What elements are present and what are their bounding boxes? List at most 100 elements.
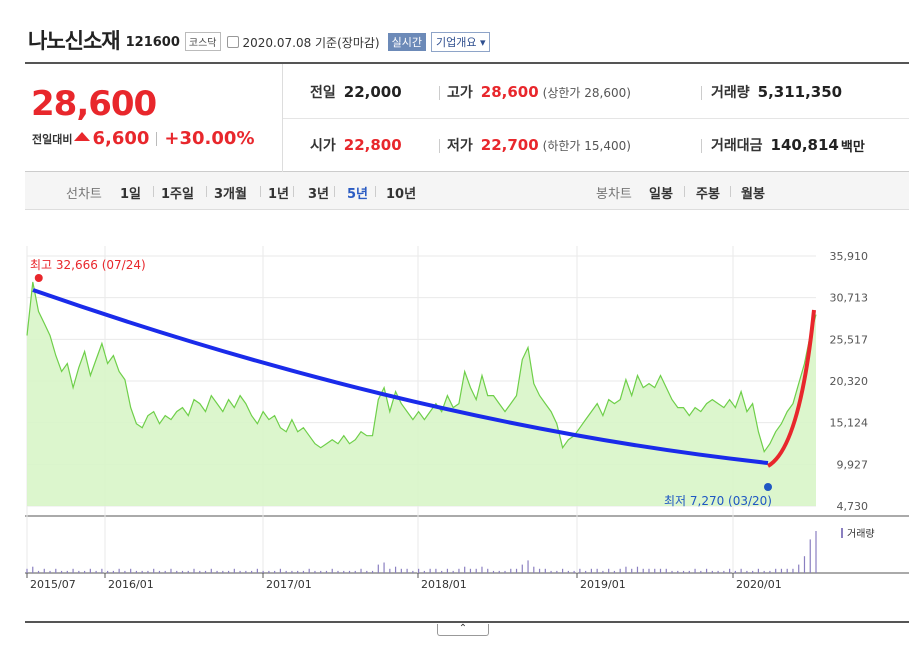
price-chart[interactable]: 35,910 30,713 25,517 20,320 15,124 9,927 4,730… xyxy=(0,210,909,620)
volume-bar xyxy=(251,570,253,573)
volume-bar xyxy=(625,566,627,573)
volume-bar xyxy=(757,568,760,573)
volume-legend: 거래량 xyxy=(847,528,875,540)
tab-candle-chart[interactable]: 봉차트 xyxy=(596,187,632,202)
high-point xyxy=(34,274,43,282)
volume-bar xyxy=(636,566,639,573)
tab-candle-day[interactable]: 일봉 xyxy=(649,187,673,202)
tab-period-1d[interactable]: 1일 xyxy=(120,187,142,202)
volume-bar xyxy=(222,570,224,573)
volume-bar xyxy=(360,568,362,573)
volume-bar xyxy=(418,568,420,573)
corp-overview-dropdown[interactable]: 기업개요 ▾ xyxy=(430,31,491,52)
volume-bar xyxy=(481,566,483,573)
collapse-chart-button[interactable]: ⌃ xyxy=(437,624,489,636)
volume-bar xyxy=(527,560,529,573)
volume-bar xyxy=(740,568,742,573)
volume-bar xyxy=(469,568,472,573)
volume-bar xyxy=(302,570,305,573)
volume-bar xyxy=(780,568,783,573)
volume-bar xyxy=(573,570,575,573)
volume-bar xyxy=(176,570,178,573)
volume-bar xyxy=(619,568,621,573)
volume-bar xyxy=(55,568,57,573)
volume-bar xyxy=(458,568,460,573)
high-annotation: 최고 32,666 (07/24) xyxy=(30,258,146,272)
volume-bar xyxy=(343,570,345,573)
volume-bar xyxy=(538,568,541,573)
volume-bar xyxy=(147,570,149,573)
tab-candle-week[interactable]: 주봉 xyxy=(696,187,720,202)
price-chart-svg: 35,910 30,713 25,517 20,320 15,124 9,927 4,730… xyxy=(25,246,909,591)
volume-bar xyxy=(135,570,138,573)
volume-bar xyxy=(521,564,523,573)
volume-bar xyxy=(498,570,500,573)
volume-bar xyxy=(786,568,788,573)
change-label: 전일대비 xyxy=(32,132,73,146)
tab-period-3m[interactable]: 3개월 xyxy=(214,187,247,202)
volume-bar xyxy=(314,570,316,573)
volume-bar xyxy=(331,568,333,573)
volume-bar xyxy=(239,570,241,573)
volume-bar xyxy=(199,570,201,573)
realtime-button[interactable]: 실시간 xyxy=(387,32,426,51)
low-annotation: 최저 7,270 (03/20) xyxy=(664,494,772,508)
volume-bar xyxy=(671,570,673,573)
volume-bar xyxy=(792,568,794,573)
tab-line-chart[interactable]: 선차트 xyxy=(66,187,102,202)
volume-bar xyxy=(441,570,443,573)
volume-bar xyxy=(734,570,736,573)
volume-bar xyxy=(412,570,414,573)
volume-bar xyxy=(227,570,230,573)
volume-bar xyxy=(37,570,40,573)
volume-bar xyxy=(216,570,218,573)
y-tick-label: 30,713 xyxy=(830,292,869,305)
volume-bar xyxy=(475,568,477,573)
volume-bar xyxy=(544,568,546,573)
volume-bar xyxy=(78,570,80,573)
volume-bar xyxy=(112,570,114,573)
volume-bar xyxy=(682,570,685,573)
tab-period-5y[interactable]: 5년 xyxy=(347,187,369,202)
volume-bar xyxy=(383,562,385,573)
volume-bar xyxy=(654,568,656,573)
change-value: 6,600 xyxy=(92,128,150,149)
volume-bar xyxy=(798,564,800,573)
volume-bar xyxy=(268,570,270,573)
volume-bar xyxy=(567,570,569,573)
volume-bar xyxy=(118,568,120,573)
low-point xyxy=(764,483,772,491)
volume-bar xyxy=(769,570,771,573)
up-arrow-icon xyxy=(74,132,91,141)
volume-bar xyxy=(504,570,506,573)
tab-period-10y[interactable]: 10년 xyxy=(386,187,417,202)
volume-bar xyxy=(533,566,535,573)
tab-period-3y[interactable]: 3년 xyxy=(308,187,330,202)
tab-period-1y[interactable]: 1년 xyxy=(268,187,290,202)
volume-bar xyxy=(677,570,679,573)
change-percent: +30.00% xyxy=(164,128,255,149)
y-tick-label: 9,927 xyxy=(837,458,869,471)
volume-bar xyxy=(170,568,172,573)
volume-bar xyxy=(210,568,212,573)
volume-bar xyxy=(665,568,667,573)
volume-bar xyxy=(377,564,379,573)
tab-period-1w[interactable]: 1주일 xyxy=(161,187,194,202)
volume-bar xyxy=(285,570,287,573)
tab-candle-month[interactable]: 월봉 xyxy=(741,187,765,202)
price-line xyxy=(26,281,817,454)
current-price-box: 28,600 전일대비 6,600 +30.00% xyxy=(25,64,283,172)
volume-bar xyxy=(164,570,166,573)
prev-close: 전일 22,000 xyxy=(310,83,402,101)
stock-code: 121600 xyxy=(125,34,180,50)
volume-bar xyxy=(487,568,489,573)
volume-bar xyxy=(291,570,293,573)
volume-bar xyxy=(556,570,558,573)
volume-bar xyxy=(590,568,592,573)
volume-bar xyxy=(89,568,91,573)
x-tick-label: 2016/01 xyxy=(108,578,154,591)
volume-bar xyxy=(101,568,103,573)
price-area xyxy=(27,282,816,506)
x-tick-label: 2015/07 xyxy=(30,578,76,591)
volume-bar xyxy=(204,570,207,573)
